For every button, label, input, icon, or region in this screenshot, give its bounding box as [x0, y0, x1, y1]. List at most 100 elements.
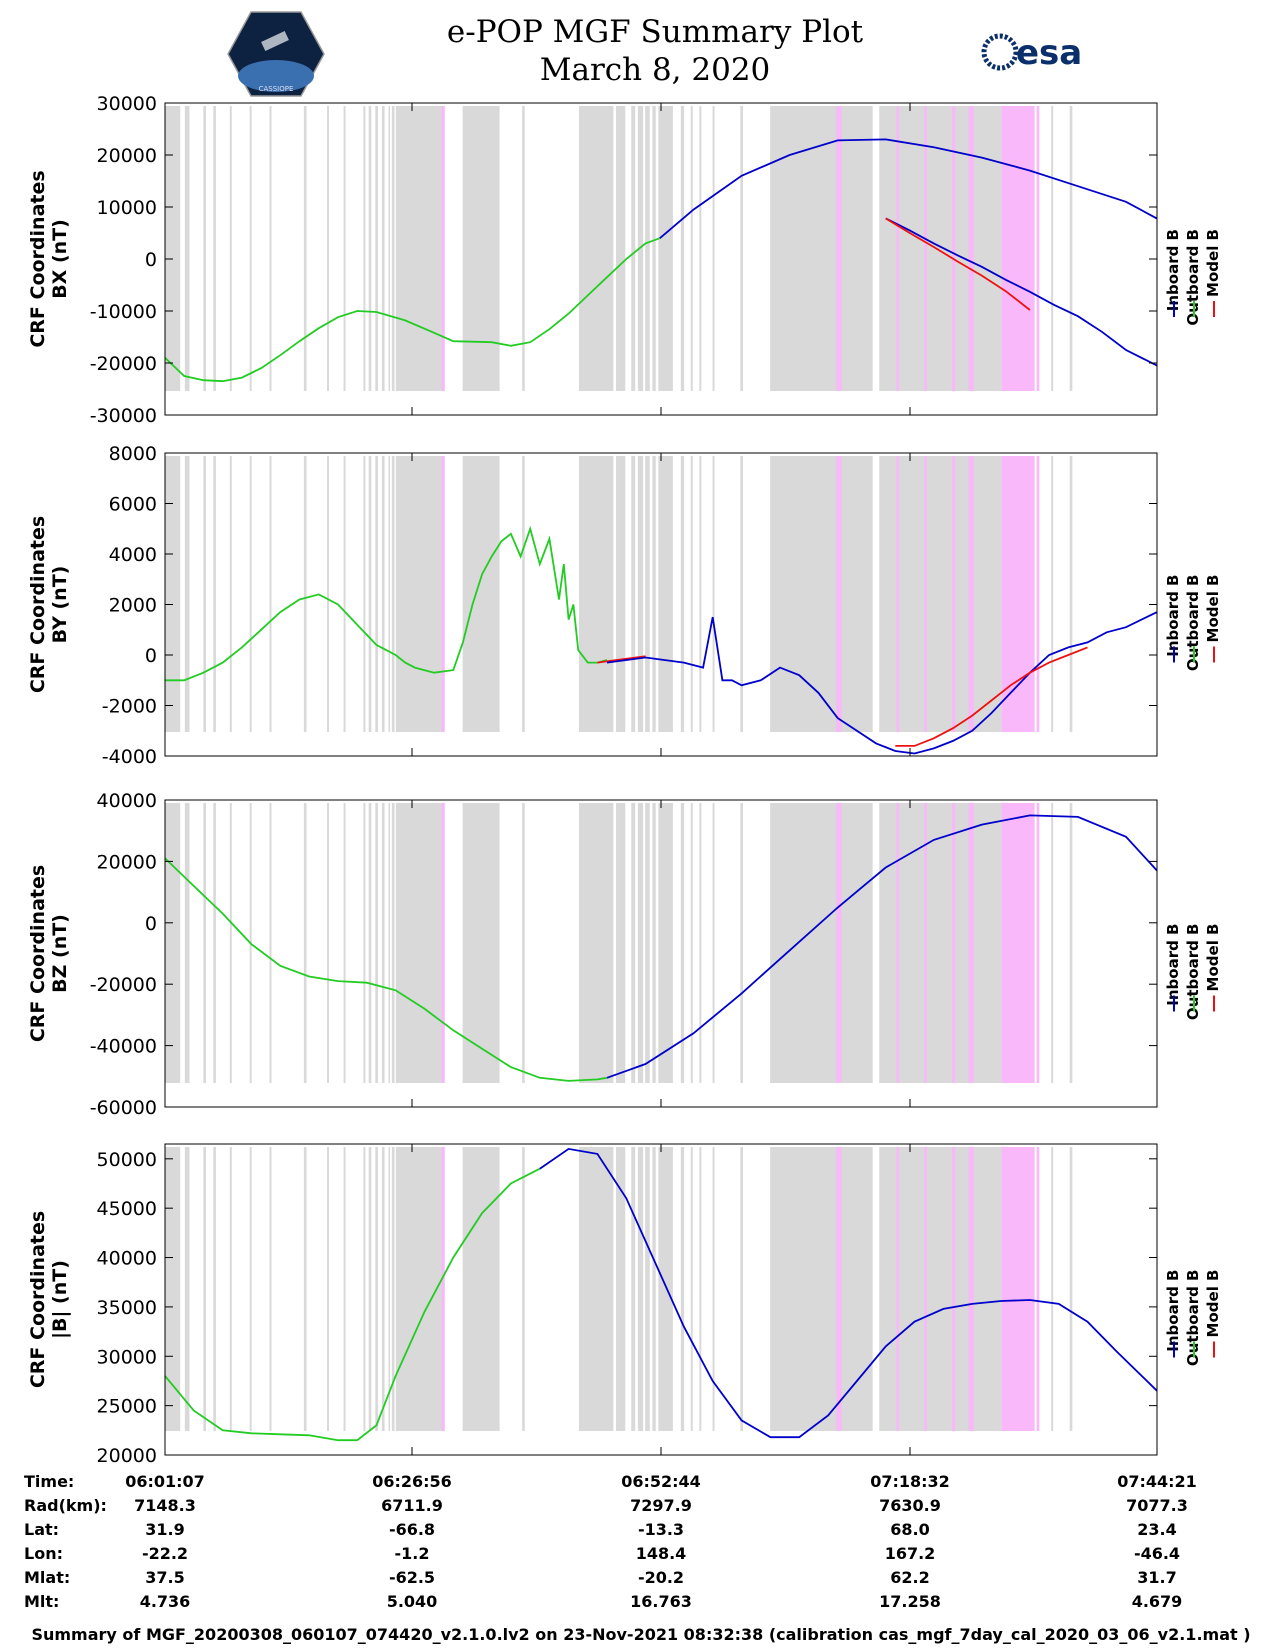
data-gap-band: [249, 456, 252, 732]
series-outboard-b: [165, 525, 608, 682]
data-gap-band: [391, 106, 395, 391]
data-gap-band: [375, 1147, 378, 1431]
data-gap-band: [712, 106, 715, 391]
data-gap-band: [249, 106, 252, 391]
x-tick-label: 06:52:44: [621, 1472, 701, 1491]
y-tick-label: 0: [145, 645, 157, 667]
y-tick-label: 40000: [97, 790, 157, 812]
data-gap-band: [712, 803, 715, 1083]
mode-band: [951, 456, 956, 732]
info-value: 16.763: [630, 1592, 692, 1611]
data-gap-band: [770, 456, 873, 732]
data-gap-band: [391, 1147, 395, 1431]
data-gap-band: [462, 106, 500, 391]
info-value: 23.4: [1137, 1520, 1176, 1539]
y-tick-label: 0: [145, 913, 157, 935]
data-gap-band: [375, 456, 378, 732]
data-gap-band: [363, 1147, 366, 1431]
y-axis-label: BZ (nT): [49, 914, 71, 993]
info-value: 5.040: [387, 1592, 438, 1611]
y-tick-label: 20000: [97, 851, 157, 873]
info-value: -13.3: [638, 1520, 684, 1539]
chart-title: e-POP MGF Summary Plot: [446, 14, 864, 50]
data-gap-band: [462, 803, 500, 1083]
series-inboard-b: [659, 138, 1157, 239]
data-gap-band: [645, 1147, 650, 1431]
info-value: 62.2: [890, 1568, 929, 1587]
info-value: -20.2: [638, 1568, 684, 1587]
y-tick-label: 35000: [97, 1297, 157, 1319]
data-gap-band: [229, 803, 232, 1083]
mode-band: [836, 1147, 842, 1431]
cassiope-logo: CASSIOPE: [227, 11, 325, 97]
data-gap-band: [249, 1147, 252, 1431]
legend-label: Model B: [1204, 924, 1222, 992]
data-gap-band: [395, 803, 442, 1083]
data-gap-band: [645, 456, 650, 732]
mode-band: [441, 1147, 445, 1431]
data-gap-band: [631, 1147, 636, 1431]
data-gap-band: [680, 456, 685, 732]
data-gap-band: [303, 1147, 307, 1431]
data-gap-band: [462, 456, 500, 732]
y-tick-label: 8000: [109, 443, 157, 465]
y-axis-label: CRF Coordinates: [27, 865, 49, 1042]
x-tick-label: 07:44:21: [1117, 1472, 1197, 1491]
data-gap-band: [184, 803, 190, 1083]
data-gap-band: [690, 803, 693, 1083]
esa-logo: esa: [981, 33, 1082, 73]
mode-band: [896, 456, 900, 732]
data-gap-band: [203, 1147, 207, 1431]
earth-icon: [238, 60, 314, 92]
series-model-b: [895, 646, 1088, 747]
data-gap-band: [203, 803, 207, 1083]
mode-band: [1036, 803, 1040, 1083]
legend-label: Model B: [1204, 229, 1222, 297]
data-gap-band: [184, 106, 190, 391]
info-value: -46.4: [1134, 1544, 1180, 1563]
data-gap-band: [712, 456, 715, 732]
data-gap-band: [1051, 456, 1054, 732]
mode-band: [968, 106, 974, 391]
data-gap-band: [690, 456, 693, 732]
data-gap-band: [522, 803, 525, 1083]
x-tick-label: 06:01:07: [125, 1472, 205, 1491]
data-gap-band: [1069, 106, 1073, 391]
series-inboard-b: [885, 217, 1157, 367]
data-gap-band: [184, 456, 190, 732]
data-gap-band: [1051, 1147, 1054, 1431]
data-gap-band: [522, 1147, 525, 1431]
data-gap-band: [381, 803, 385, 1083]
data-gap-band: [462, 1147, 500, 1431]
info-value: 7297.9: [630, 1496, 692, 1515]
data-gap-band: [690, 1147, 693, 1431]
legend-label: Inboard B: [1164, 229, 1182, 311]
y-axis-label: |B| (nT): [49, 1260, 71, 1339]
mode-band: [1001, 1147, 1035, 1431]
series-outboard-b: [165, 237, 661, 383]
info-value: 4.679: [1132, 1592, 1183, 1611]
data-gap-band: [522, 106, 525, 391]
orbit-info-table: Time: 06:01:07 06:26:56 06:52:44 07:18:32 07:…: [24, 1472, 1197, 1611]
data-gap-band: [652, 1147, 656, 1431]
mode-band: [441, 456, 445, 732]
data-gap-band: [213, 1147, 216, 1431]
mode-band: [441, 803, 445, 1083]
info-row-label: Time:: [24, 1472, 74, 1491]
data-gap-band: [327, 1147, 330, 1431]
panel-2: 40000 20000 0 -20000 -40000 -60000 CRF Coordin…: [27, 790, 1222, 1119]
data-gap-band: [213, 803, 216, 1083]
data-gap-band: [327, 803, 330, 1083]
mode-band: [951, 106, 956, 391]
data-gap-band: [391, 456, 395, 732]
y-tick-label: 45000: [97, 1198, 157, 1220]
data-gap-band: [770, 803, 873, 1083]
mode-band: [968, 1147, 974, 1431]
data-gap-band: [658, 456, 673, 732]
series-model-b: [597, 655, 646, 664]
y-tick-label: -60000: [90, 1097, 157, 1119]
data-gap-band: [165, 803, 181, 1083]
data-gap-band: [631, 106, 636, 391]
data-gap-band: [1069, 1147, 1073, 1431]
